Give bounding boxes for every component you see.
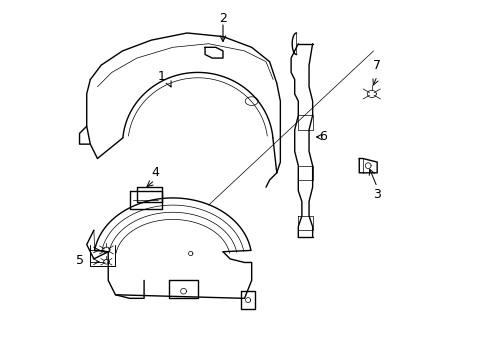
Text: 2: 2 — [219, 12, 226, 25]
Text: 3: 3 — [372, 188, 380, 201]
Text: 4: 4 — [151, 166, 159, 179]
Text: 1: 1 — [158, 69, 165, 82]
Text: 6: 6 — [319, 130, 326, 144]
Text: 7: 7 — [372, 59, 381, 72]
Text: 5: 5 — [75, 254, 83, 267]
